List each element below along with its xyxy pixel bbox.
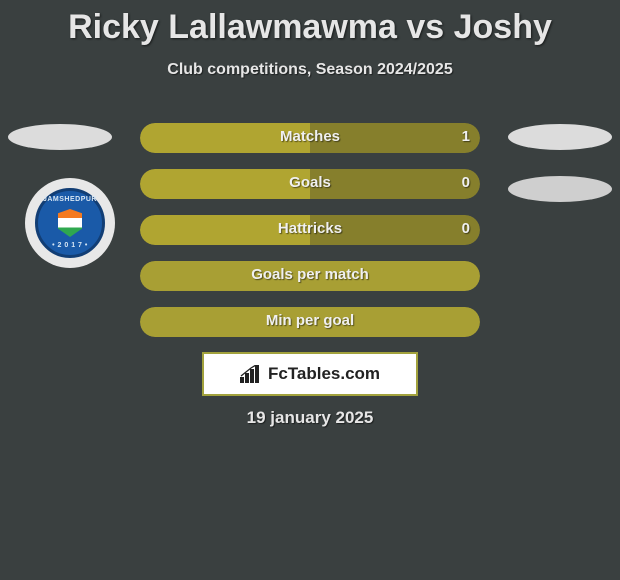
stat-label: Goals xyxy=(140,174,480,191)
player-right-placeholder-1 xyxy=(508,124,612,150)
stat-label: Matches xyxy=(140,128,480,145)
stat-rows: Matches1Goals0Hattricks0Goals per matchM… xyxy=(140,123,480,353)
club-crest: JAMSHEDPUR • 2 0 1 7 • xyxy=(25,178,115,268)
brand-box: FcTables.com xyxy=(202,352,418,396)
stat-row: Hattricks0 xyxy=(140,215,480,245)
barchart-icon xyxy=(240,365,262,383)
page-title: Ricky Lallawmawma vs Joshy xyxy=(0,0,620,47)
crest-bottom-text: • 2 0 1 7 • xyxy=(52,242,88,249)
player-right-placeholder-2 xyxy=(508,176,612,202)
stat-label: Goals per match xyxy=(140,266,480,283)
stat-label: Hattricks xyxy=(140,220,480,237)
crest-top-text: JAMSHEDPUR xyxy=(43,196,97,203)
stat-value-right: 1 xyxy=(462,128,470,145)
subtitle: Club competitions, Season 2024/2025 xyxy=(0,61,620,79)
brand-text: FcTables.com xyxy=(268,364,380,384)
player-left-placeholder xyxy=(8,124,112,150)
stat-row: Goals0 xyxy=(140,169,480,199)
stat-row: Goals per match xyxy=(140,261,480,291)
shield-icon xyxy=(58,209,82,237)
stat-value-right: 0 xyxy=(462,174,470,191)
club-crest-inner: JAMSHEDPUR • 2 0 1 7 • xyxy=(35,188,105,258)
stat-row: Min per goal xyxy=(140,307,480,337)
stat-label: Min per goal xyxy=(140,312,480,329)
stat-value-right: 0 xyxy=(462,220,470,237)
stat-row: Matches1 xyxy=(140,123,480,153)
date-text: 19 january 2025 xyxy=(0,408,620,428)
